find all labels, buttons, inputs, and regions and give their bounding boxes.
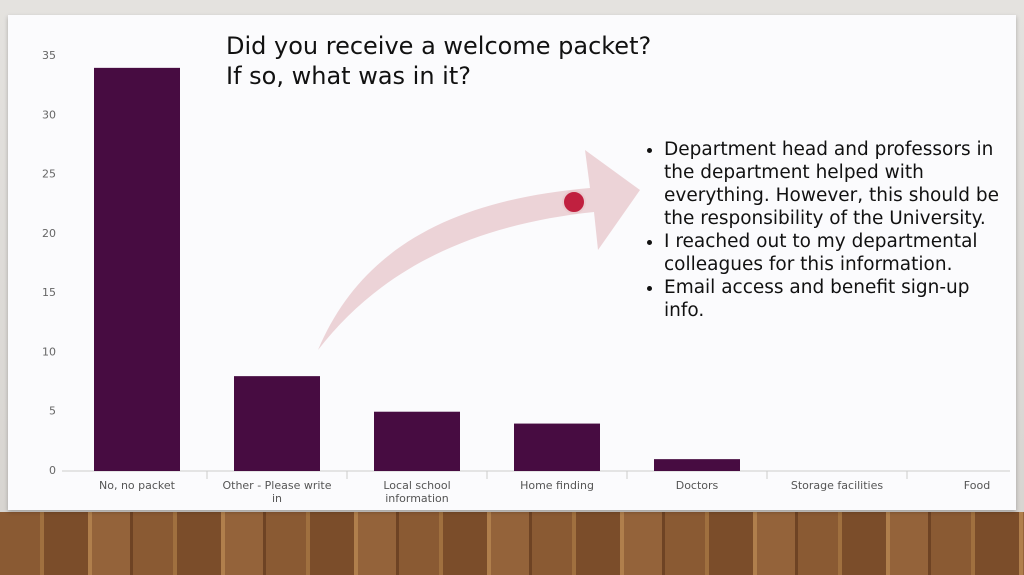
y-tick-label: 0: [49, 464, 56, 477]
bar: [374, 411, 460, 471]
floor: [0, 512, 1024, 575]
x-tick-label: Home finding: [520, 479, 594, 492]
y-tick-label: 20: [42, 227, 56, 240]
bullet: Department head and professors in the de…: [664, 138, 1014, 230]
bar: [94, 67, 180, 471]
x-tick-label: Doctors: [675, 479, 719, 492]
chart-title: Did you receive a welcome packet?: [226, 32, 652, 60]
x-tick-label: Storage facilities: [790, 479, 884, 492]
bar: [514, 423, 600, 471]
chart-title: If so, what was in it?: [226, 62, 471, 90]
x-tick-label: Other - Please write in: [222, 479, 332, 505]
bullet: I reached out to my departmental colleag…: [664, 230, 1014, 276]
bullet: Email access and benefit sign-up info.: [664, 276, 1014, 322]
x-tick-label: No, no packet: [99, 479, 175, 492]
arrow: [318, 150, 640, 350]
y-tick-label: 15: [42, 286, 56, 299]
bar: [234, 376, 320, 471]
arrow-dot: [562, 190, 586, 214]
y-tick-label: 5: [49, 405, 56, 418]
y-tick-label: 25: [42, 168, 56, 181]
x-tick-label: Food: [963, 479, 991, 492]
y-tick-label: 35: [42, 49, 56, 62]
bar: [654, 459, 740, 471]
x-tick-label: Local school information: [383, 479, 451, 505]
y-tick-label: 10: [42, 345, 56, 358]
bullet-list: Department head and professors in the de…: [640, 138, 1014, 322]
y-tick-label: 30: [42, 108, 56, 121]
